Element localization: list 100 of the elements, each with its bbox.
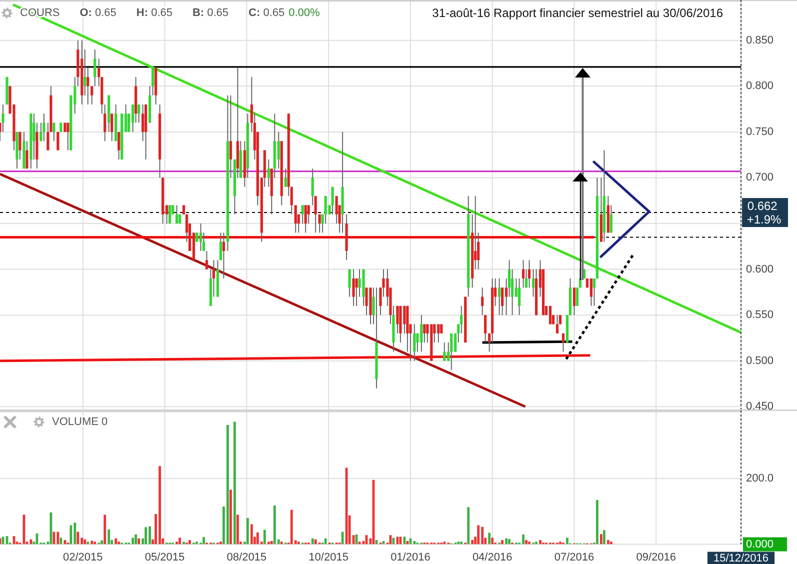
- bar: [256, 532, 259, 544]
- bar: [443, 542, 446, 544]
- candlestick: [331, 186, 334, 215]
- candlestick: [440, 324, 443, 334]
- bar: [144, 527, 148, 544]
- bar: [84, 539, 86, 544]
- annotation: VOLUME 0: [52, 416, 108, 428]
- candlestick: [110, 113, 114, 142]
- candlestick: [460, 305, 463, 334]
- candlestick: [42, 113, 46, 142]
- bar: [220, 542, 222, 544]
- annotation: 0.00%: [288, 7, 320, 19]
- text: 31-août-16 Rapport financier semestriel au 30/06/2016: [432, 6, 724, 20]
- annotation: B: 0.65: [192, 7, 229, 19]
- candlestick: [556, 314, 559, 334]
- annotation: C: 0.65: [248, 7, 285, 19]
- x-tick-label: 07/2016: [554, 552, 594, 564]
- bar: [505, 538, 508, 544]
- candlestick: [168, 204, 172, 224]
- bar: [188, 540, 191, 544]
- y-tick-label: 0.500: [746, 354, 774, 367]
- candlestick: [84, 49, 86, 96]
- bar: [559, 542, 562, 544]
- candlestick: [66, 122, 70, 151]
- y-tick-label: 0.750: [746, 126, 774, 138]
- bar: [457, 542, 460, 544]
- candlestick: [277, 131, 280, 170]
- y-tick-label: 0.850: [746, 34, 774, 46]
- candlestick: [294, 204, 297, 234]
- bar: [280, 542, 283, 544]
- bar: [600, 534, 602, 544]
- y-tick-label: 200.0: [746, 472, 774, 485]
- bar: [178, 538, 181, 544]
- bar: [481, 526, 484, 544]
- x-tick-label: 02/2015: [63, 552, 103, 564]
- bar: [488, 532, 491, 544]
- bar: [56, 532, 60, 544]
- annotation: H: 0.65: [136, 7, 172, 19]
- candlestick: [304, 204, 307, 234]
- candlestick: [56, 131, 60, 151]
- candlestick: [86, 67, 90, 105]
- candlestick: [423, 324, 426, 344]
- candlestick: [528, 260, 531, 288]
- candlestick: [562, 332, 565, 352]
- candlestick: [26, 140, 28, 170]
- bar: [535, 542, 538, 544]
- candlestick: [396, 305, 399, 334]
- bar: [70, 525, 72, 544]
- bar: [94, 542, 96, 544]
- candlestick: [498, 278, 501, 316]
- bar: [176, 542, 178, 544]
- bar: [290, 510, 293, 544]
- bar: [409, 538, 412, 544]
- candlestick: [52, 122, 56, 142]
- candlestick: [229, 94, 232, 178]
- bar: [138, 538, 140, 544]
- candlestick: [352, 268, 355, 306]
- x-tick-label: 09/2016: [636, 552, 676, 564]
- y-tick-label: 0.700: [746, 172, 774, 184]
- bar: [233, 422, 236, 544]
- candlestick: [182, 204, 186, 215]
- candlestick: [175, 204, 178, 224]
- candlestick: [199, 223, 202, 252]
- bar: [324, 538, 327, 544]
- ref-line-label: 0.662 +1.9%: [746, 198, 782, 226]
- bar: [525, 540, 528, 544]
- candlestick: [222, 232, 225, 279]
- candlestick: [358, 268, 361, 298]
- bar: [196, 542, 198, 544]
- bar: [270, 541, 273, 544]
- candlestick: [518, 278, 521, 316]
- bar: [602, 530, 606, 544]
- bar: [273, 506, 276, 544]
- bar: [566, 538, 568, 544]
- candlestick: [321, 214, 324, 234]
- candlestick: [420, 314, 423, 352]
- y-tick-label: 0.000: [746, 538, 774, 550]
- candlestick: [142, 104, 144, 142]
- bar: [477, 525, 480, 544]
- y-tick-label: 0.800: [746, 80, 774, 92]
- y-tick-label: 0.600: [746, 263, 774, 276]
- bar: [522, 534, 524, 544]
- annotation: O: 0.65: [80, 7, 116, 19]
- bar: [528, 542, 530, 544]
- bar: [134, 534, 138, 544]
- x-tick-label: 10/2015: [308, 552, 348, 564]
- candlestick: [335, 196, 338, 224]
- candlestick: [301, 204, 304, 224]
- candlestick: [348, 268, 351, 298]
- x-tick-label: 08/2015: [226, 552, 267, 564]
- bar: [86, 542, 90, 544]
- candlestick: [290, 186, 293, 215]
- bar: [52, 532, 56, 544]
- bar: [104, 514, 106, 544]
- candlestick: [443, 342, 446, 362]
- bar: [606, 540, 610, 544]
- candlestick: [532, 268, 535, 298]
- bar: [158, 466, 161, 544]
- bar: [132, 538, 134, 544]
- candlestick: [118, 131, 120, 160]
